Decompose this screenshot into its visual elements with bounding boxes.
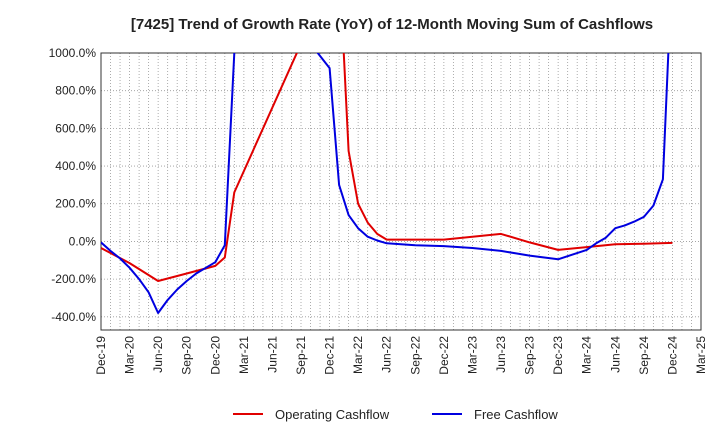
y-tick-label: 600.0% bbox=[55, 121, 96, 135]
plot-area bbox=[100, 52, 702, 331]
x-tick-label: Sep-24 bbox=[637, 336, 651, 375]
x-tick-label: Dec-24 bbox=[665, 336, 679, 375]
x-tick-label: Jun-20 bbox=[151, 336, 165, 373]
gridlines bbox=[101, 52, 701, 330]
legend: Operating Cashflow Free Cashflow bbox=[233, 407, 558, 422]
x-tick-label: Mar-21 bbox=[237, 336, 251, 374]
x-tick-label: Dec-22 bbox=[437, 336, 451, 375]
y-tick-label: 200.0% bbox=[55, 197, 96, 211]
y-tick-label: -200.0% bbox=[51, 272, 96, 286]
x-tick-label: Sep-20 bbox=[180, 336, 194, 375]
x-tick-label: Dec-19 bbox=[94, 336, 108, 375]
chart-title: [7425] Trend of Growth Rate (YoY) of 12-… bbox=[131, 16, 653, 33]
series-line bbox=[101, 53, 670, 314]
x-tick-label: Dec-21 bbox=[323, 336, 337, 375]
x-tick-label: Mar-23 bbox=[465, 336, 479, 374]
x-tick-label: Mar-20 bbox=[123, 336, 137, 374]
legend-label: Operating Cashflow bbox=[275, 407, 390, 422]
x-tick-label: Jun-22 bbox=[380, 336, 394, 373]
x-tick-label: Sep-22 bbox=[408, 336, 422, 375]
x-tick-label: Jun-24 bbox=[608, 336, 622, 373]
x-tick-label: Mar-22 bbox=[351, 336, 365, 374]
x-tick-label: Dec-20 bbox=[208, 336, 222, 375]
x-tick-label: Mar-24 bbox=[580, 336, 594, 374]
x-tick-label: Dec-23 bbox=[551, 336, 565, 375]
series-layer bbox=[101, 53, 673, 314]
x-axis-ticks: Dec-19 Mar-20 Jun-20 Sep-20 Dec-20 Mar-21 Jun-… bbox=[94, 336, 708, 375]
y-tick-label: 400.0% bbox=[55, 159, 96, 173]
y-axis-ticks: 1000.0% 800.0% 600.0% 400.0% 200.0% 0.0% -200.… bbox=[49, 46, 97, 324]
x-tick-label: Sep-23 bbox=[523, 336, 537, 375]
legend-label: Free Cashflow bbox=[474, 407, 558, 422]
y-tick-label: 1000.0% bbox=[49, 46, 97, 60]
y-tick-label: 800.0% bbox=[55, 84, 96, 98]
x-tick-label: Jun-23 bbox=[494, 336, 508, 373]
y-tick-label: -400.0% bbox=[51, 310, 96, 324]
y-tick-label: 0.0% bbox=[69, 234, 97, 248]
x-tick-label: Jun-21 bbox=[265, 336, 279, 373]
x-tick-label: Mar-25 bbox=[694, 336, 708, 374]
x-tick-label: Sep-21 bbox=[294, 336, 308, 375]
